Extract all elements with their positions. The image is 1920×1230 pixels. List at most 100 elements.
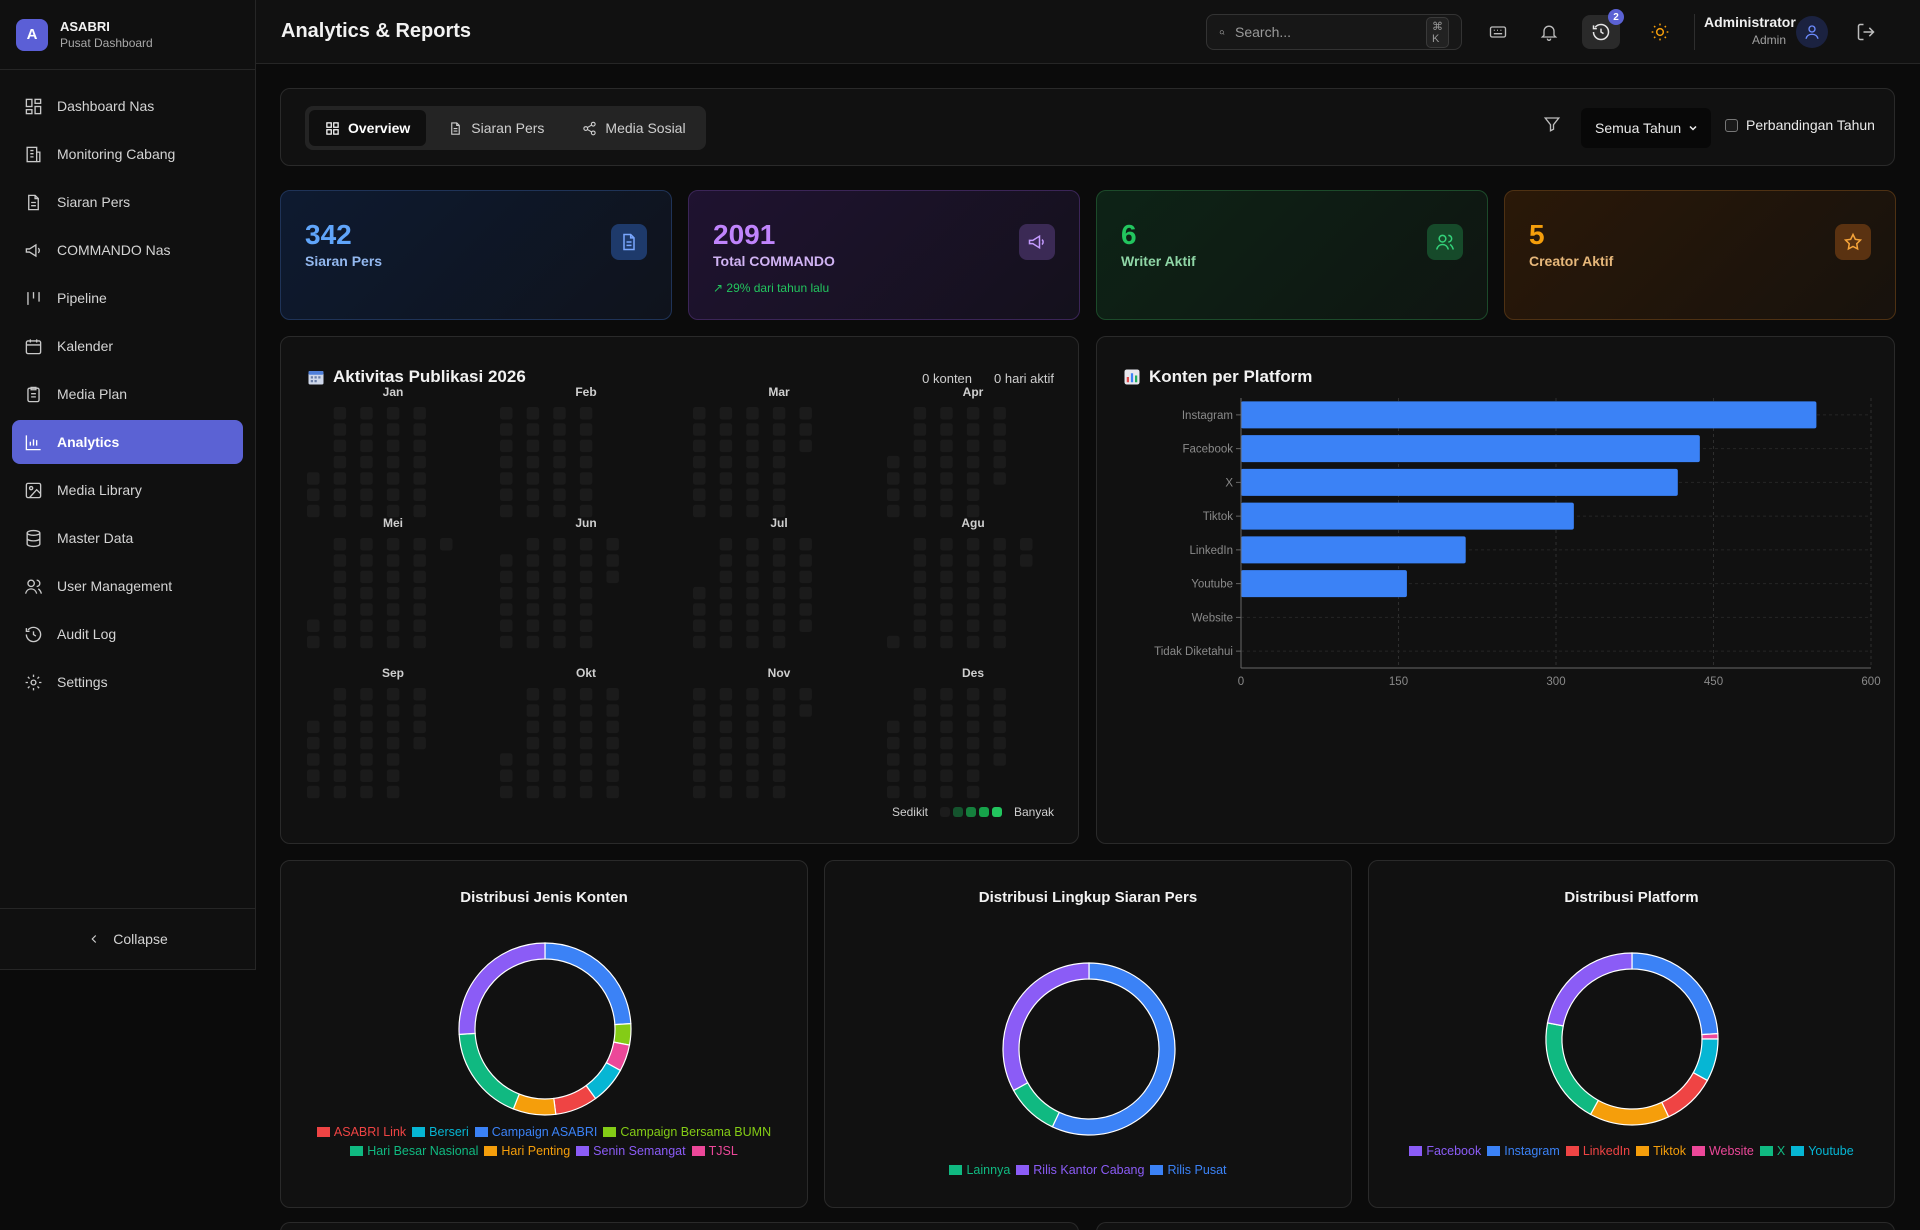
legend-item[interactable]: LinkedIn [1565, 1142, 1630, 1161]
heatmap-day-cell[interactable] [772, 619, 786, 633]
legend-item[interactable]: Website [1691, 1142, 1754, 1161]
legend-item[interactable]: Tiktok [1636, 1142, 1686, 1161]
heatmap-day-cell[interactable] [333, 785, 347, 799]
sidebar-item-audit-log[interactable]: Audit Log [12, 612, 243, 656]
heatmap-day-cell[interactable] [772, 753, 786, 766]
donut-slice-website[interactable] [1701, 1032, 1719, 1040]
heatmap-day-cell[interactable] [940, 635, 953, 649]
heatmap-day-cell[interactable] [887, 472, 900, 485]
heatmap-day-cell[interactable] [693, 720, 706, 734]
heatmap-day-cell[interactable] [693, 603, 706, 616]
heatmap-day-cell[interactable] [913, 455, 927, 469]
heatmap-day-cell[interactable] [413, 736, 426, 750]
theme-toggle-button[interactable] [1646, 18, 1674, 46]
heatmap-day-cell[interactable] [966, 423, 980, 436]
heatmap-day-cell[interactable] [693, 753, 706, 766]
heatmap-day-cell[interactable] [913, 769, 927, 783]
heatmap-day-cell[interactable] [940, 619, 953, 633]
heatmap-day-cell[interactable] [940, 570, 953, 584]
heatmap-day-cell[interactable] [526, 423, 540, 436]
heatmap-day-cell[interactable] [413, 538, 426, 551]
heatmap-day-cell[interactable] [993, 736, 1006, 750]
heatmap-day-cell[interactable] [360, 570, 373, 584]
heatmap-day-cell[interactable] [553, 439, 566, 453]
heatmap-day-cell[interactable] [386, 423, 400, 436]
heatmap-day-cell[interactable] [579, 688, 593, 701]
tab-overview[interactable]: Overview [309, 110, 427, 146]
heatmap-day-cell[interactable] [746, 488, 759, 502]
heatmap-day-cell[interactable] [746, 785, 759, 799]
heatmap-day-cell[interactable] [360, 586, 373, 600]
heatmap-day-cell[interactable] [553, 423, 566, 436]
heatmap-day-cell[interactable] [386, 603, 400, 616]
donut-slice-lainnya[interactable] [1012, 1081, 1060, 1128]
heatmap-day-cell[interactable] [333, 538, 347, 551]
heatmap-day-cell[interactable] [940, 423, 953, 436]
heatmap-day-cell[interactable] [913, 688, 927, 701]
bar-x[interactable] [1241, 468, 1678, 496]
heatmap-day-cell[interactable] [413, 570, 426, 584]
heatmap-day-cell[interactable] [579, 439, 593, 453]
heatmap-day-cell[interactable] [887, 455, 900, 469]
heatmap-day-cell[interactable] [887, 785, 900, 799]
heatmap-day-cell[interactable] [746, 570, 759, 584]
search-input[interactable] [1235, 24, 1416, 40]
heatmap-day-cell[interactable] [500, 554, 513, 567]
heatmap-day-cell[interactable] [940, 488, 953, 502]
heatmap-day-cell[interactable] [579, 538, 593, 551]
heatmap-day-cell[interactable] [913, 785, 927, 799]
heatmap-day-cell[interactable] [307, 619, 320, 633]
filter-button[interactable] [1543, 115, 1561, 138]
heatmap-day-cell[interactable] [966, 586, 980, 600]
heatmap-day-cell[interactable] [413, 704, 426, 717]
heatmap-day-cell[interactable] [386, 554, 400, 567]
legend-item[interactable]: Rilis Pusat [1150, 1161, 1227, 1180]
heatmap-day-cell[interactable] [993, 538, 1006, 551]
heatmap-day-cell[interactable] [360, 472, 373, 485]
sidebar-item-analytics[interactable]: Analytics [12, 420, 243, 464]
sidebar-item-master-data[interactable]: Master Data [12, 516, 243, 560]
heatmap-day-cell[interactable] [719, 635, 733, 649]
heatmap-day-cell[interactable] [526, 688, 540, 701]
keyboard-shortcuts-button[interactable] [1484, 18, 1512, 46]
heatmap-day-cell[interactable] [693, 504, 706, 518]
heatmap-day-cell[interactable] [940, 504, 953, 518]
heatmap-day-cell[interactable] [913, 704, 927, 717]
heatmap-day-cell[interactable] [913, 472, 927, 485]
donut-slice-linkedin[interactable] [1661, 1071, 1709, 1118]
heatmap-day-cell[interactable] [719, 769, 733, 783]
heatmap-day-cell[interactable] [966, 554, 980, 567]
legend-item[interactable]: Campaign ASABRI [474, 1123, 597, 1142]
legend-item[interactable]: Instagram [1487, 1142, 1560, 1161]
bar-tiktok[interactable] [1241, 502, 1574, 530]
heatmap-day-cell[interactable] [746, 407, 759, 420]
heatmap-day-cell[interactable] [940, 688, 953, 701]
heatmap-day-cell[interactable] [693, 635, 706, 649]
heatmap-day-cell[interactable] [887, 753, 900, 766]
avatar[interactable] [1796, 16, 1828, 48]
donut-slice-asabri-link[interactable] [553, 1084, 597, 1115]
heatmap-day-cell[interactable] [333, 635, 347, 649]
heatmap-day-cell[interactable] [887, 488, 900, 502]
heatmap-day-cell[interactable] [360, 554, 373, 567]
heatmap-day-cell[interactable] [772, 488, 786, 502]
heatmap-day-cell[interactable] [719, 439, 733, 453]
heatmap-day-cell[interactable] [333, 586, 347, 600]
heatmap-day-cell[interactable] [913, 554, 927, 567]
heatmap-day-cell[interactable] [360, 619, 373, 633]
heatmap-day-cell[interactable] [799, 688, 812, 701]
heatmap-day-cell[interactable] [966, 688, 980, 701]
donut-slice-x[interactable] [1545, 1022, 1600, 1116]
bar-instagram[interactable] [1241, 401, 1817, 429]
heatmap-day-cell[interactable] [993, 570, 1006, 584]
heatmap-day-cell[interactable] [693, 423, 706, 436]
heatmap-day-cell[interactable] [307, 785, 320, 799]
heatmap-day-cell[interactable] [579, 720, 593, 734]
heatmap-day-cell[interactable] [746, 538, 759, 551]
heatmap-day-cell[interactable] [772, 570, 786, 584]
heatmap-day-cell[interactable] [333, 704, 347, 717]
heatmap-day-cell[interactable] [606, 753, 619, 766]
sidebar-item-user-management[interactable]: User Management [12, 564, 243, 608]
tab-media-sosial[interactable]: Media Sosial [566, 110, 701, 146]
heatmap-day-cell[interactable] [307, 635, 320, 649]
